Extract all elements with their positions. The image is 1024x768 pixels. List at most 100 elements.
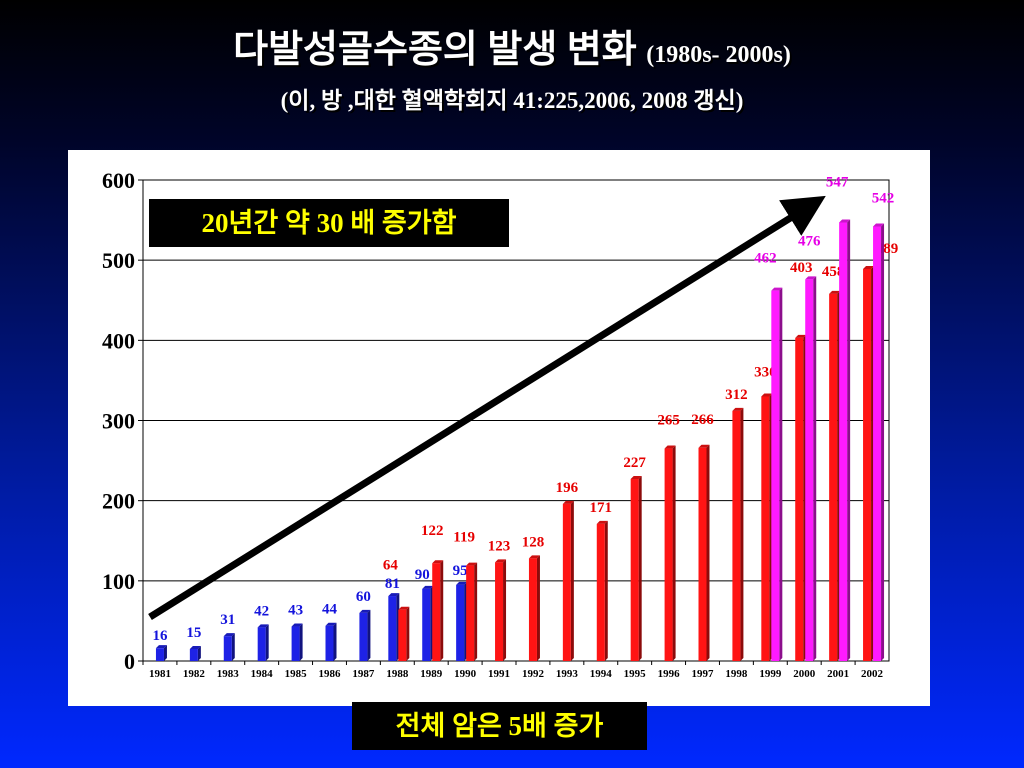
data-label: 266: [691, 412, 714, 428]
data-label: 330: [754, 364, 777, 380]
bar-top: [664, 445, 676, 449]
y-tick-label: 600: [102, 168, 135, 193]
bar-top: [398, 606, 410, 610]
bar-top: [630, 476, 642, 480]
data-label: 16: [152, 628, 168, 644]
bar: [630, 479, 639, 661]
x-tick-label: 1999: [759, 668, 782, 680]
data-label: 122: [421, 523, 444, 539]
chart-subtitle: (이, 방 ,대한 혈액학회지 41:225,2006, 2008 갱신): [280, 88, 744, 113]
x-tick-label: 2001: [827, 668, 849, 680]
data-label: 265: [657, 413, 680, 429]
bar-top: [829, 290, 841, 294]
x-tick-label: 1992: [522, 668, 545, 680]
bar: [495, 562, 504, 661]
chart-title: 다발성골수종의 발생 변화 (1980s- 2000s): [0, 28, 1024, 77]
data-label: 81: [385, 576, 400, 592]
trend-arrow: [148, 195, 826, 620]
bar-top: [562, 500, 574, 504]
y-tick-label: 100: [102, 569, 135, 594]
bar: [562, 503, 571, 661]
x-tick-label: 1982: [183, 668, 206, 680]
x-tick-label: 1989: [420, 668, 443, 680]
data-label: 60: [356, 589, 371, 605]
bar-side: [779, 287, 783, 661]
data-label: 119: [453, 530, 475, 546]
data-label: 171: [590, 500, 613, 516]
bar: [829, 293, 838, 661]
data-label: 458: [822, 264, 845, 280]
bar-top: [388, 593, 400, 597]
x-tick-label: 1981: [149, 668, 171, 680]
y-tick-label: 200: [102, 489, 135, 514]
bar: [422, 588, 431, 661]
bar-side: [536, 555, 540, 661]
data-label: 15: [186, 625, 201, 641]
bar-side: [813, 276, 817, 661]
bar: [795, 337, 804, 661]
bar-side: [503, 559, 507, 661]
bar-side: [197, 645, 201, 661]
bar-top: [291, 623, 303, 627]
bar: [771, 290, 780, 661]
bar-top: [528, 555, 540, 559]
bar-top: [732, 407, 744, 411]
bar: [732, 410, 741, 661]
x-tick-label: 1987: [352, 668, 375, 680]
bar: [257, 627, 266, 661]
bar-top: [863, 265, 875, 269]
bar-side: [847, 219, 851, 661]
x-tick-label: 1994: [590, 668, 613, 680]
bar-top: [359, 609, 371, 613]
data-label: 90: [415, 567, 430, 583]
bar: [388, 596, 397, 661]
bar: [325, 625, 334, 661]
data-label: 44: [322, 602, 338, 618]
bar: [398, 609, 407, 661]
y-tick-label: 400: [102, 328, 135, 353]
bar-top: [223, 633, 235, 637]
bar-side: [265, 624, 269, 661]
bar-side: [299, 623, 303, 661]
bar-side: [638, 476, 642, 661]
x-tick-label: 1990: [454, 668, 477, 680]
x-tick-label: 1993: [556, 668, 579, 680]
bar-top: [466, 562, 478, 566]
x-tick-label: 1996: [658, 668, 681, 680]
bar-top: [456, 581, 468, 585]
x-tick-label: 1997: [692, 668, 715, 680]
data-label: 42: [254, 603, 269, 619]
bar: [223, 636, 232, 661]
bar: [359, 612, 368, 661]
bar: [466, 565, 475, 661]
bar: [805, 279, 814, 661]
bar-side: [406, 606, 410, 661]
bar-top: [155, 645, 167, 649]
x-tick-label: 1995: [624, 668, 647, 680]
bar: [839, 222, 848, 661]
bar-side: [672, 445, 676, 661]
bar-top: [189, 645, 201, 649]
bar-top: [596, 520, 608, 524]
title-main: 다발성골수종의 발생 변화: [233, 29, 637, 71]
bar-side: [474, 562, 478, 661]
x-tick-label: 1985: [285, 668, 308, 680]
bar: [664, 448, 673, 661]
data-label: 196: [556, 480, 579, 496]
x-tick-label: 2000: [793, 668, 816, 680]
bar-side: [740, 407, 744, 661]
data-label: 64: [383, 558, 399, 574]
data-label: 462: [754, 251, 777, 267]
bar-top: [795, 334, 807, 338]
data-label: 31: [220, 612, 235, 628]
bar: [596, 523, 605, 661]
bar: [528, 558, 537, 661]
bar-side: [163, 645, 167, 661]
y-tick-label: 500: [102, 248, 135, 273]
data-label: 128: [522, 534, 545, 550]
x-tick-label: 1991: [488, 668, 510, 680]
x-tick-label: 1998: [725, 668, 748, 680]
bar: [761, 396, 770, 661]
bar-side: [570, 500, 574, 661]
bar: [873, 226, 882, 661]
